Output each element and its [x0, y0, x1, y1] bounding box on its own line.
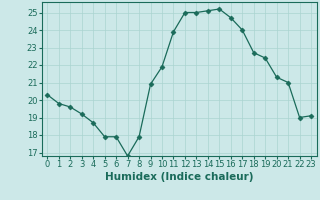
- X-axis label: Humidex (Indice chaleur): Humidex (Indice chaleur): [105, 172, 253, 182]
